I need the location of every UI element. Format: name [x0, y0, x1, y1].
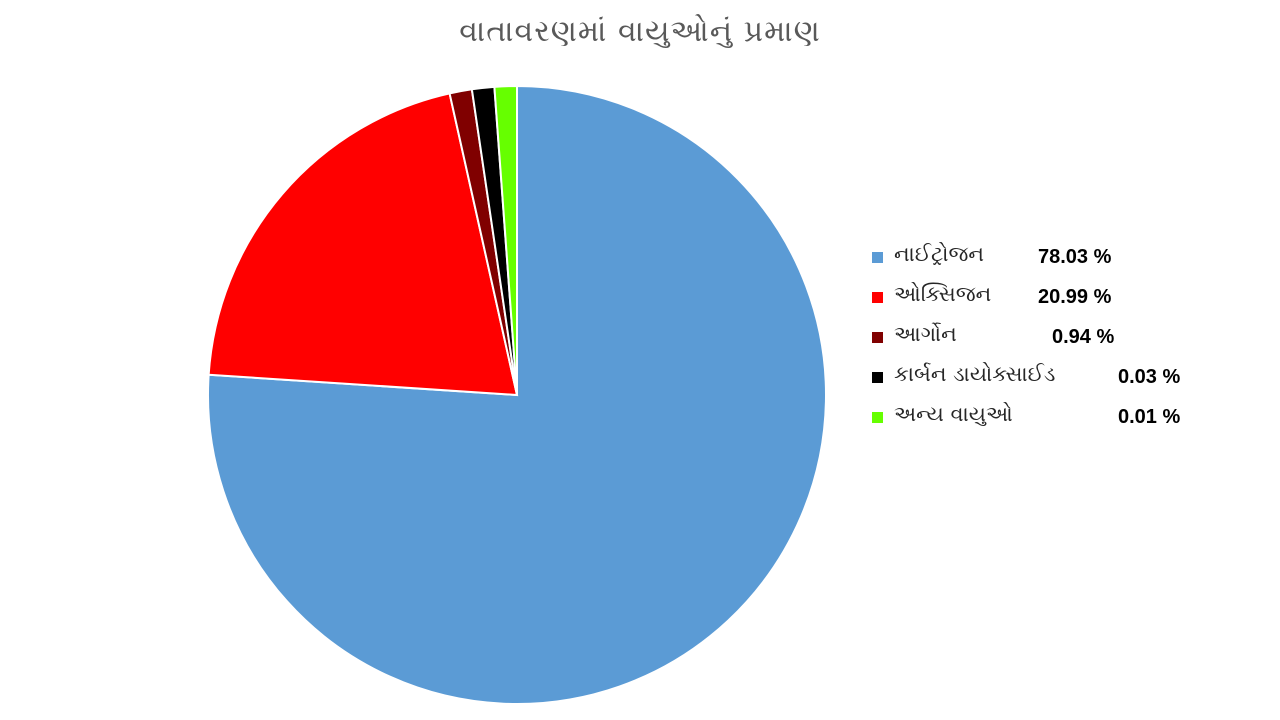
legend-value: 78.03 % — [1038, 246, 1112, 268]
legend-item-nitrogen: નાઈટ્રોજન 78.03 % — [870, 240, 1210, 280]
legend-item-argon: આર્ગોન 0.94 % — [870, 320, 1210, 360]
legend-label: નાઈટ્રોજન — [894, 242, 984, 266]
legend-swatch — [872, 292, 883, 303]
legend-label: ઓક્સિજન — [894, 282, 992, 306]
legend-swatch — [872, 372, 883, 383]
legend-label: અન્ય વાયુઓ — [894, 402, 1013, 426]
pie-slices — [207, 84, 827, 705]
pie-slice-4 — [493, 84, 518, 396]
legend-item-oxygen: ઓક્સિજન 20.99 % — [870, 280, 1210, 320]
pie-slice-1 — [207, 92, 519, 397]
legend-label: કાર્બન ડાયોક્સાઈડ — [894, 362, 1056, 386]
legend-swatch — [872, 252, 883, 263]
legend-swatch — [872, 332, 883, 343]
legend-swatch — [872, 412, 883, 423]
legend-label: આર્ગોન — [894, 322, 957, 346]
legend-value: 0.94 % — [1052, 326, 1115, 348]
legend: નાઈટ્રોજન 78.03 % ઓક્સિજન 20.99 % આર્ગોન… — [870, 240, 1210, 440]
legend-value: 0.01 % — [1118, 406, 1181, 428]
chart-title: વાતાવરણમાં વાયુઓનું પ્રમાણ — [459, 14, 821, 49]
legend-value: 20.99 % — [1038, 286, 1112, 308]
legend-item-carbon-dioxide: કાર્બન ડાયોક્સાઈડ 0.03 % — [870, 360, 1210, 400]
legend-item-other-gases: અન્ય વાયુઓ 0.01 % — [870, 400, 1210, 440]
legend-value: 0.03 % — [1118, 366, 1181, 388]
